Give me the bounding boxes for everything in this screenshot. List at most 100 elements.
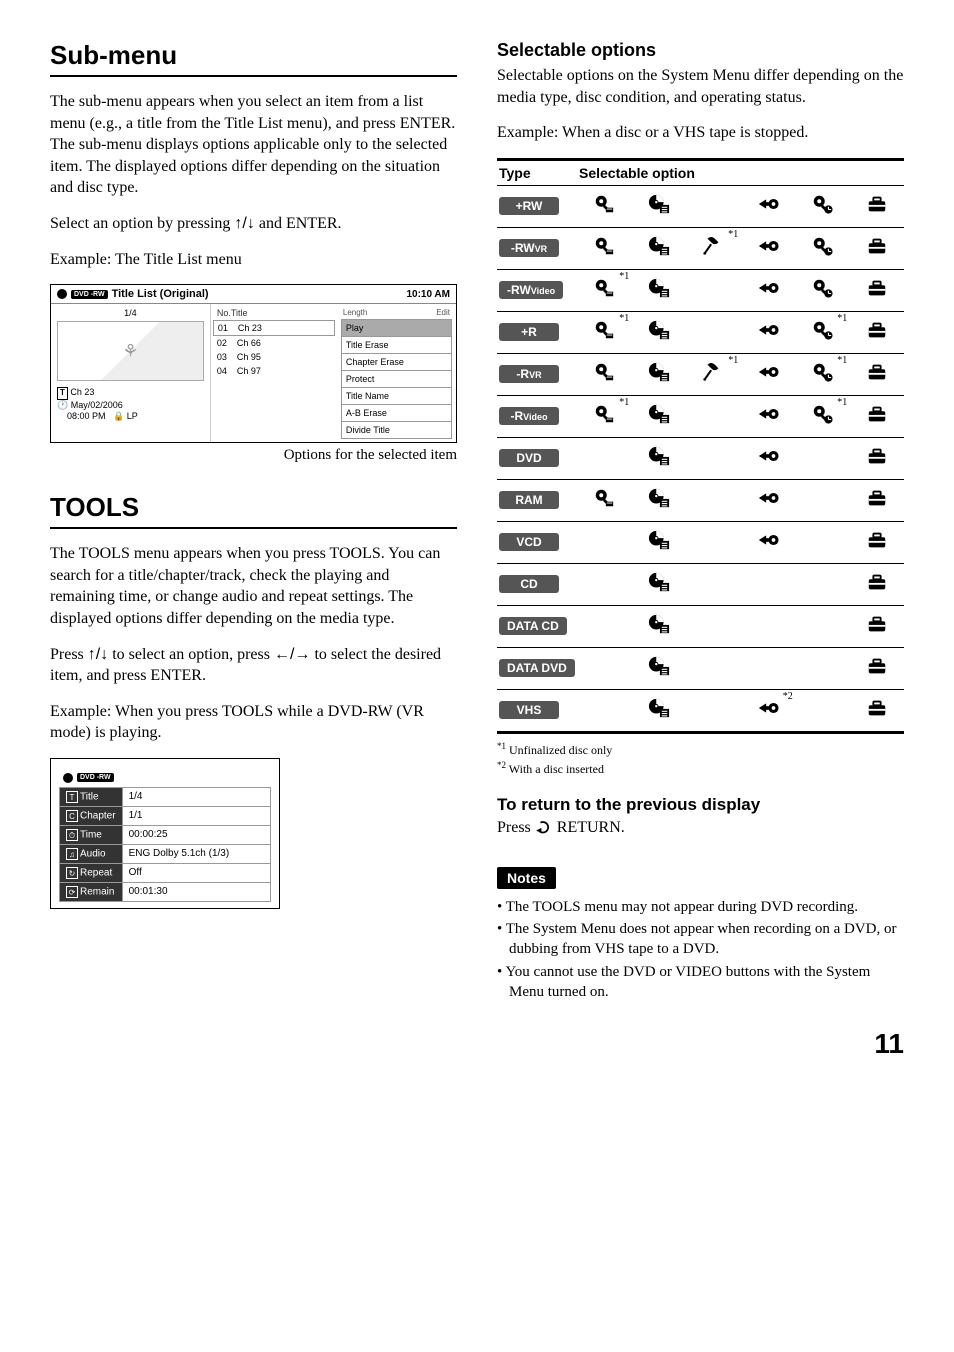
media-type-badge: RAM [499, 491, 559, 509]
clock-time: 10:10 AM [406, 289, 450, 300]
media-type-badge: -RWVR [499, 239, 559, 257]
note-item: You cannot use the DVD or VIDEO buttons … [497, 962, 904, 1003]
title-list-row: 03Ch 95 [213, 350, 335, 364]
submenu-item: Protect [341, 370, 452, 388]
return-heading: To return to the previous display [497, 795, 904, 815]
disc-list-icon [648, 403, 670, 425]
tools-row: CChapter1/1 [60, 806, 271, 825]
search-list-icon [593, 235, 615, 257]
col-title: Title [231, 308, 248, 318]
text: and ENTER. [255, 215, 342, 232]
media-badge: DVD -RW [77, 773, 114, 782]
tape-arrow-icon [757, 529, 779, 551]
submenu-item: Chapter Erase [341, 353, 452, 371]
left-column: Sub-menu The sub-menu appears when you s… [50, 40, 457, 1004]
disc-list-icon [648, 445, 670, 467]
tape-arrow-icon [757, 361, 779, 383]
tools-row: ⏱Time00:00:25 [60, 825, 271, 844]
media-type-row: DVD [497, 437, 904, 479]
col-selectable-option: Selectable option [577, 159, 904, 185]
media-type-row: CD [497, 563, 904, 605]
thumbnail: ⚘ [57, 321, 204, 381]
tape-arrow-icon [757, 487, 779, 509]
search-timer-icon [811, 277, 833, 299]
text: With a disc inserted [506, 762, 604, 776]
notes-list: The TOOLS menu may not appear during DVD… [497, 897, 904, 1002]
disc-icon [57, 289, 67, 299]
toolbox-icon [866, 277, 888, 299]
media-type-row: +R *1 *1 [497, 311, 904, 353]
search-timer-icon [811, 235, 833, 257]
tools-body: The TOOLS menu appears when you press TO… [50, 543, 457, 629]
media-type-row: -RWVR *1 [497, 227, 904, 269]
tape-arrow-icon [757, 193, 779, 215]
screenshot-caption: Options for the selected item [50, 447, 457, 464]
disc-list-icon [648, 655, 670, 677]
t-icon: T [57, 387, 68, 399]
submenu-body: The sub-menu appears when you select an … [50, 91, 457, 199]
tape-arrow-icon [757, 445, 779, 467]
submenu-item: Divide Title [341, 421, 452, 439]
submenu-item: Title Erase [341, 336, 452, 354]
tools-row: ↻RepeatOff [60, 863, 271, 882]
tape-arrow-icon [757, 277, 779, 299]
media-type-badge: -RVR [499, 365, 559, 383]
tools-row: ♫AudioENG Dolby 5.1ch (1/3) [60, 844, 271, 863]
mic-icon: *1 [702, 361, 724, 383]
tools-row: TTitle1/4 [60, 787, 271, 806]
disc-list-icon [648, 235, 670, 257]
media-type-row: DATA CD [497, 605, 904, 647]
title-list-screenshot: DVD -RW Title List (Original) 10:10 AM 1… [50, 284, 457, 443]
disc-list-icon [648, 277, 670, 299]
media-type-row: +RW [497, 185, 904, 227]
mic-icon: *1 [702, 235, 724, 257]
toolbox-icon [866, 193, 888, 215]
example-label: Example: The Title List menu [50, 249, 457, 271]
selectable-options-table: Type Selectable option +RW-RWVR*1-RWVide… [497, 158, 904, 734]
note-item: The TOOLS menu may not appear during DVD… [497, 897, 904, 917]
col-edit: Edit [436, 308, 450, 317]
meta-mode: LP [127, 411, 138, 421]
disc-list-icon [648, 319, 670, 341]
search-timer-icon: *1 [811, 361, 833, 383]
text: RETURN. [553, 819, 625, 836]
text: Press [497, 819, 535, 836]
media-type-badge: DATA DVD [499, 659, 575, 677]
selectable-options-body: Selectable options on the System Menu di… [497, 65, 904, 108]
toolbox-icon [866, 697, 888, 719]
search-list-icon: *1 [593, 319, 615, 341]
page-number: 11 [50, 1028, 904, 1060]
tools-row: ⟳Remain00:01:30 [60, 882, 271, 901]
tape-arrow-icon [757, 319, 779, 341]
up-down-arrows-icon: ↑/↓ [88, 646, 108, 663]
submenu-item: A-B Erase [341, 404, 452, 422]
search-timer-icon: *1 [811, 319, 833, 341]
disc-list-icon [648, 193, 670, 215]
toolbox-icon [866, 613, 888, 635]
search-list-icon [593, 487, 615, 509]
media-type-badge: DVD [499, 449, 559, 467]
media-type-badge: -RVideo [499, 407, 559, 425]
disc-list-icon [648, 361, 670, 383]
title-count: 1/4 [57, 308, 204, 318]
search-list-icon: *1 [593, 277, 615, 299]
search-list-icon [593, 193, 615, 215]
toolbox-icon [866, 235, 888, 257]
media-type-row: -RVR *1 *1 [497, 353, 904, 395]
tape-arrow-icon [757, 235, 779, 257]
disc-icon [63, 773, 73, 783]
title-list-title: Title List (Original) [112, 288, 209, 300]
text: to select an option, press [108, 646, 274, 663]
media-type-badge: +R [499, 323, 559, 341]
disc-list-icon [648, 571, 670, 593]
footnote-2: *2 With a disc inserted [497, 759, 904, 778]
media-type-row: RAM [497, 479, 904, 521]
selectable-options-heading: Selectable options [497, 40, 904, 61]
media-type-badge: +RW [499, 197, 559, 215]
toolbox-icon [866, 403, 888, 425]
tape-arrow-icon [757, 403, 779, 425]
disc-list-icon [648, 487, 670, 509]
toolbox-icon [866, 319, 888, 341]
meta-time: 08:00 PM [67, 411, 106, 421]
note-item: The System Menu does not appear when rec… [497, 919, 904, 960]
